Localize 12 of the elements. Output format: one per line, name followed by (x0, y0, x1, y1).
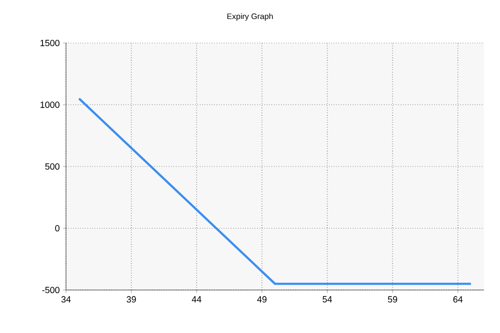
x-tick-label: 39 (126, 296, 136, 303)
x-tick-label: 49 (257, 296, 267, 303)
y-tick-label: 1000 (40, 102, 60, 108)
y-tick-label: -500 (42, 286, 60, 294)
x-tick-label: 64 (453, 296, 463, 303)
x-tick-label: 34 (61, 296, 71, 303)
y-tick-label: 0 (55, 225, 60, 232)
x-tick-label: 54 (322, 296, 332, 302)
y-tick-label: 500 (45, 163, 60, 170)
x-tick-label: 59 (388, 296, 398, 303)
y-tick-label: 1500 (40, 40, 60, 46)
x-tick-label: 44 (192, 296, 202, 302)
